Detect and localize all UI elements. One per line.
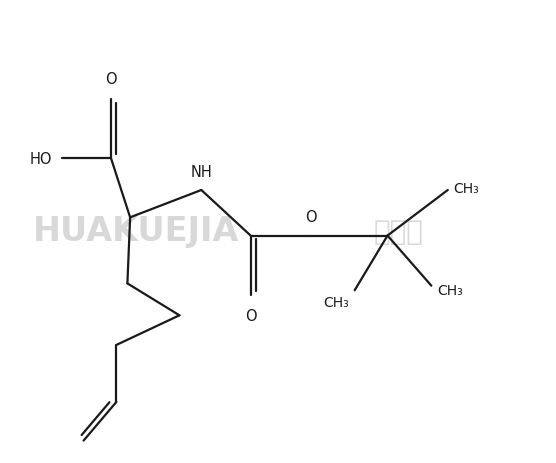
Text: HO: HO xyxy=(29,151,52,166)
Text: O: O xyxy=(105,72,117,87)
Text: CH₃: CH₃ xyxy=(437,284,463,298)
Text: NH: NH xyxy=(191,164,212,179)
Text: CH₃: CH₃ xyxy=(324,295,349,309)
Text: O: O xyxy=(245,308,256,323)
Text: HUAKUEJIA: HUAKUEJIA xyxy=(32,215,239,248)
Text: 化学加: 化学加 xyxy=(374,218,424,245)
Text: CH₃: CH₃ xyxy=(453,181,479,195)
Text: O: O xyxy=(305,209,317,224)
